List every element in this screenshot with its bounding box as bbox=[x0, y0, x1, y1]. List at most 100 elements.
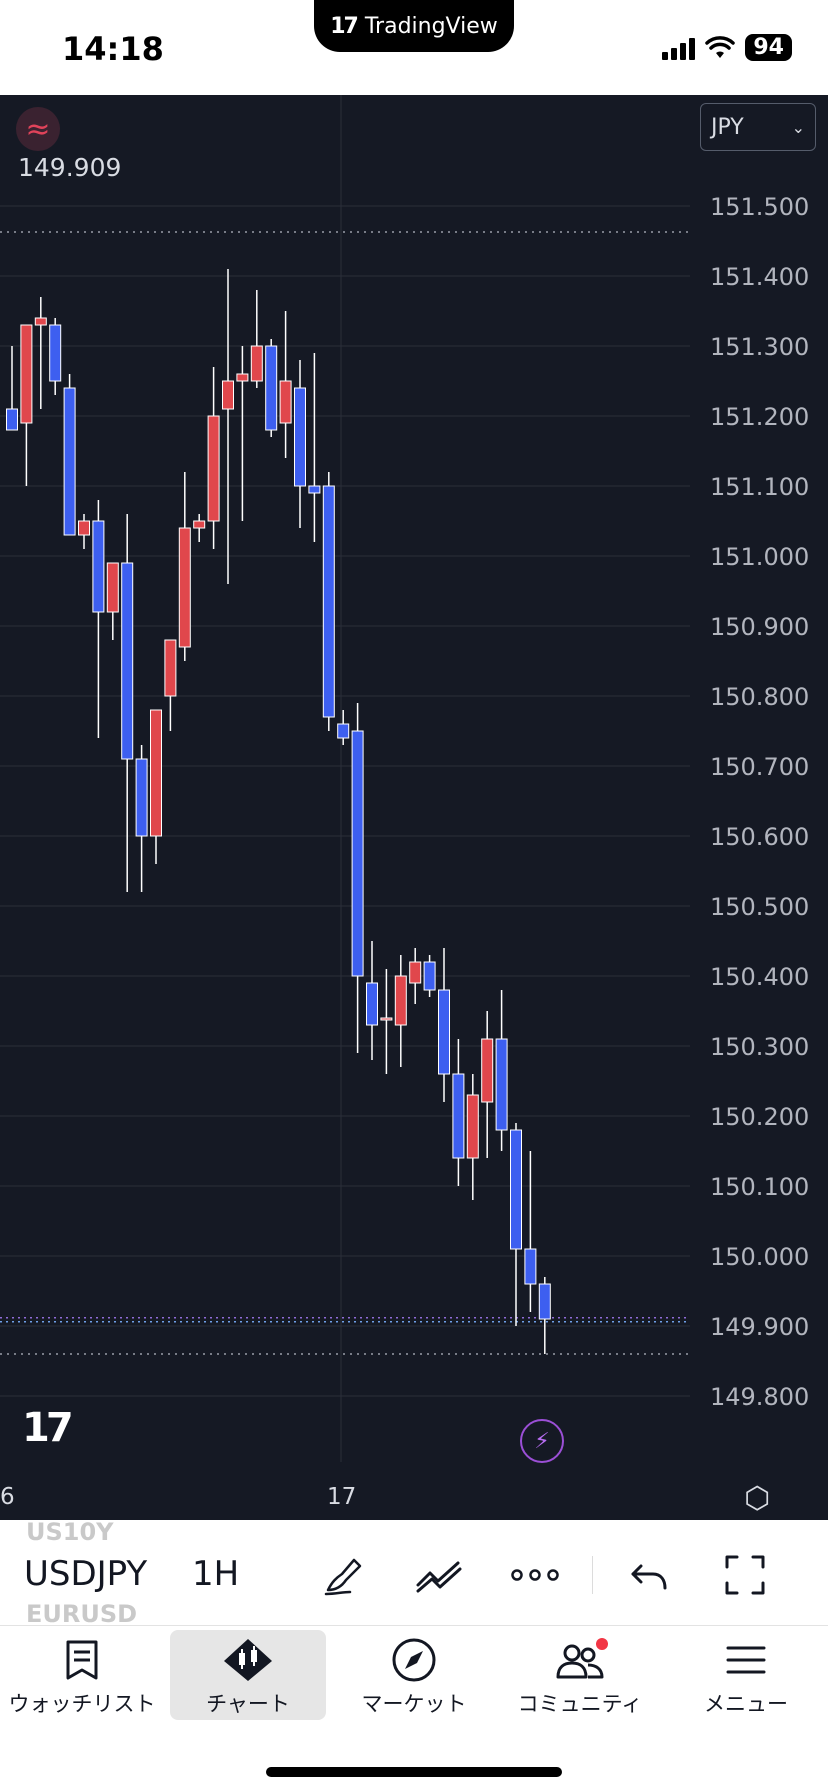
nav-watchlist[interactable]: ウォッチリスト bbox=[4, 1630, 160, 1720]
price-axis-label: 150.300 bbox=[710, 1033, 809, 1061]
candle-body bbox=[308, 485, 321, 494]
lightning-icon[interactable]: ⚡ bbox=[520, 1419, 564, 1463]
candle-body bbox=[106, 562, 119, 613]
price-axis-label: 151.400 bbox=[710, 263, 809, 291]
hamburger-menu-icon bbox=[726, 1634, 766, 1686]
candle-body bbox=[20, 324, 33, 424]
price-axis-label: 150.600 bbox=[710, 823, 809, 851]
price-axis-label: 150.700 bbox=[710, 753, 809, 781]
nav-label-chart: チャート bbox=[206, 1692, 290, 1716]
tradingview-logo-icon: 17 bbox=[330, 13, 359, 39]
candle-body bbox=[495, 1038, 508, 1131]
candle-body bbox=[394, 975, 407, 1026]
candle-body bbox=[150, 709, 162, 837]
candle-body bbox=[366, 982, 378, 1026]
price-axis-label: 150.200 bbox=[710, 1103, 809, 1131]
price-axis-label: 150.400 bbox=[710, 963, 809, 991]
candle-body bbox=[481, 1038, 494, 1103]
candle-body bbox=[135, 758, 148, 837]
undo-icon[interactable] bbox=[624, 1550, 674, 1600]
candle-body bbox=[78, 520, 90, 536]
community-people-icon bbox=[554, 1634, 608, 1686]
candle-body bbox=[250, 345, 263, 382]
price-axis-label: 151.500 bbox=[710, 193, 809, 221]
tradingview-watermark-icon: 17 bbox=[22, 1405, 74, 1451]
currency-value: JPY bbox=[711, 114, 744, 140]
price-axis-label: 150.100 bbox=[710, 1173, 809, 1201]
island-label: TradingView bbox=[364, 13, 498, 39]
symbol-ghost-previous: US10Y bbox=[26, 1518, 114, 1546]
cellular-signal-icon bbox=[662, 36, 696, 60]
price-axis-label: 150.000 bbox=[710, 1243, 809, 1271]
candle-body bbox=[193, 520, 206, 529]
candle-body bbox=[207, 415, 220, 522]
price-axis-label: 151.200 bbox=[710, 403, 809, 431]
dynamic-island: 17 TradingView bbox=[314, 0, 514, 52]
notification-badge bbox=[596, 1638, 608, 1650]
fullscreen-icon[interactable] bbox=[720, 1550, 770, 1600]
time-axis-label: 17 bbox=[327, 1484, 356, 1510]
chart-area[interactable]: 151.500 151.400 151.300 151.200 151.100 151.0… bbox=[0, 95, 828, 1520]
watchlist-bookmark-icon bbox=[62, 1634, 102, 1686]
status-time: 14:18 bbox=[62, 30, 164, 68]
candle-body bbox=[409, 961, 422, 984]
price-axis-label: 150.800 bbox=[710, 683, 809, 711]
home-indicator[interactable] bbox=[266, 1767, 562, 1777]
brush-icon[interactable] bbox=[318, 1550, 368, 1600]
nav-community[interactable]: コミュニティ bbox=[502, 1630, 658, 1720]
candle-body bbox=[236, 373, 249, 382]
nav-label-community: コミュニティ bbox=[517, 1692, 643, 1716]
chevron-down-icon: ⌄ bbox=[791, 117, 805, 137]
status-icons: 94 bbox=[662, 34, 792, 61]
wifi-icon bbox=[705, 35, 736, 58]
chart-toolbar: US10Y USDJPY EURUSD 1H bbox=[0, 1518, 828, 1628]
trend-line-icon[interactable] bbox=[414, 1550, 464, 1600]
price-axis-label: 149.900 bbox=[710, 1313, 809, 1341]
chart-candles-icon bbox=[222, 1634, 274, 1686]
nav-label-watchlist: ウォッチリスト bbox=[8, 1692, 156, 1716]
more-dots-icon[interactable] bbox=[510, 1550, 560, 1600]
candle-body bbox=[538, 1283, 551, 1320]
indicator-wave-icon[interactable]: ≈ bbox=[16, 107, 60, 151]
bottom-navigation: ウォッチリスト チャート マーケット コミュニティ メニュー bbox=[0, 1626, 828, 1726]
candle-body bbox=[265, 345, 278, 431]
nav-market[interactable]: マーケット bbox=[336, 1630, 492, 1720]
compass-icon bbox=[391, 1634, 437, 1686]
chart-settings-hex-icon[interactable]: ⬡ bbox=[744, 1481, 771, 1516]
candle-body bbox=[351, 730, 364, 977]
candle-body bbox=[222, 380, 234, 410]
price-axis-label: 150.900 bbox=[710, 613, 809, 641]
candle-body bbox=[34, 317, 47, 326]
candle-body bbox=[49, 324, 62, 382]
candle-body bbox=[6, 408, 18, 431]
candle-body bbox=[322, 485, 335, 718]
indicator-value: 149.909 bbox=[18, 153, 122, 182]
candle-body bbox=[92, 520, 105, 613]
battery-indicator: 94 bbox=[745, 34, 792, 61]
candle-body bbox=[380, 1017, 393, 1021]
candle-body bbox=[510, 1129, 522, 1250]
price-axis-label: 151.000 bbox=[710, 543, 809, 571]
price-axis-label: 151.300 bbox=[710, 333, 809, 361]
candle-body bbox=[63, 387, 76, 536]
symbol-ghost-next: EURUSD bbox=[26, 1600, 138, 1628]
status-bar: 14:18 17 TradingView 94 bbox=[0, 0, 828, 95]
nav-label-market: マーケット bbox=[361, 1692, 467, 1716]
candle-body bbox=[178, 527, 191, 648]
candlestick-chart[interactable]: 151.500 151.400 151.300 151.200 151.100 151.0… bbox=[0, 95, 828, 1520]
candle-body bbox=[423, 961, 436, 991]
candle-body bbox=[337, 723, 350, 739]
candle-body bbox=[294, 387, 306, 487]
currency-select[interactable]: JPY ⌄ bbox=[700, 103, 816, 151]
candle-body bbox=[466, 1094, 479, 1159]
nav-menu[interactable]: メニュー bbox=[668, 1630, 824, 1720]
symbol-selector[interactable]: USDJPY bbox=[24, 1554, 148, 1594]
candle-body bbox=[164, 639, 177, 697]
time-axis-label: 6 bbox=[0, 1484, 15, 1510]
candle-body bbox=[279, 380, 292, 424]
nav-label-menu: メニュー bbox=[704, 1692, 788, 1716]
nav-chart[interactable]: チャート bbox=[170, 1630, 326, 1720]
price-axis-label: 151.100 bbox=[710, 473, 809, 501]
candle-body bbox=[438, 989, 450, 1075]
interval-selector[interactable]: 1H bbox=[192, 1554, 240, 1594]
